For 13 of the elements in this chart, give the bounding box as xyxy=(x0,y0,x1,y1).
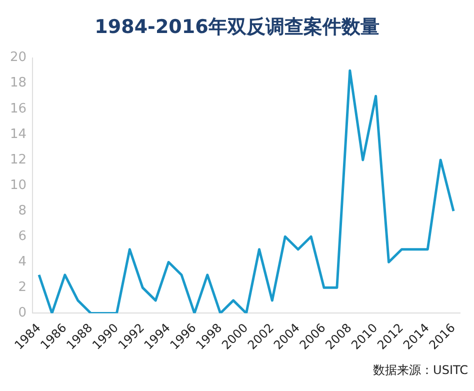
chart-title: 1984-2016年双反调查案件数量 xyxy=(94,15,380,40)
y-tick-label: 18 xyxy=(10,76,27,91)
source-note: 数据来源：USITC xyxy=(373,362,468,379)
y-tick-label: 6 xyxy=(18,228,27,244)
y-tick-label: 4 xyxy=(18,254,27,270)
y-tick-label: 14 xyxy=(10,126,27,142)
y-tick-label: 8 xyxy=(18,203,27,218)
y-tick-label: 2 xyxy=(18,280,27,296)
y-tick-label: 20 xyxy=(10,50,27,66)
y-tick-label: 10 xyxy=(10,178,27,193)
y-tick-label: 12 xyxy=(10,152,27,168)
y-tick-label: 16 xyxy=(10,101,27,116)
y-tick-label: 0 xyxy=(18,306,27,321)
